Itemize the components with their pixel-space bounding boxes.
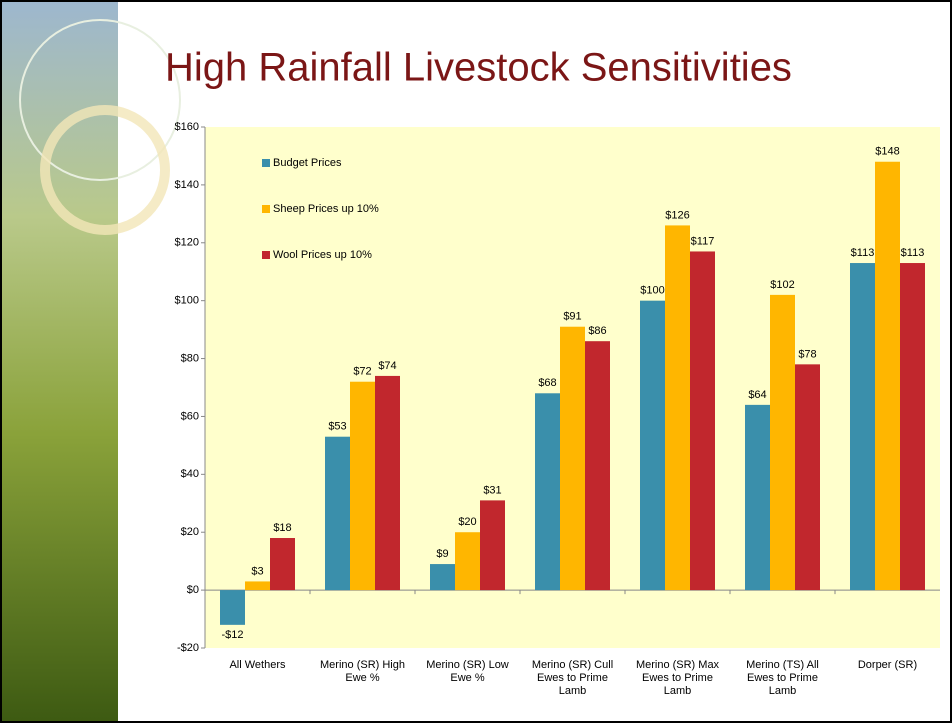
bar: [270, 538, 295, 591]
legend-swatch: [262, 159, 270, 167]
y-tick-label: $120: [175, 237, 199, 249]
y-tick-label: $60: [181, 410, 199, 422]
y-tick-label: $100: [175, 295, 199, 307]
value-label: $64: [748, 389, 766, 401]
value-label: $53: [328, 421, 346, 433]
x-tick-label: Dorper (SR): [857, 659, 918, 671]
legend-label: Wool Prices up 10%: [273, 249, 372, 261]
value-label: $86: [588, 325, 606, 337]
bar: [690, 251, 715, 591]
value-label: $91: [563, 311, 581, 323]
legend-swatch: [262, 205, 270, 213]
value-label: $31: [483, 484, 501, 496]
bar: [585, 341, 610, 591]
value-label: $3: [251, 565, 263, 577]
bar: [560, 326, 585, 591]
decor-strip: [0, 0, 118, 723]
value-label: $100: [640, 285, 664, 297]
y-tick-label: $160: [175, 121, 199, 133]
value-label: $126: [665, 209, 689, 221]
bar: [770, 294, 795, 591]
bar: [375, 375, 400, 591]
value-label: $18: [273, 522, 291, 534]
value-label: $20: [458, 516, 476, 528]
x-tick-label: Merino (SR) Low Ewe %: [426, 659, 509, 684]
x-tick-label: Merino (SR) High Ewe %: [320, 659, 405, 684]
x-tick-label: Merino (SR) Max Ewes to Prime Lamb: [635, 659, 720, 697]
bar: [325, 436, 350, 591]
bar: [535, 393, 560, 591]
y-tick-label: $20: [181, 526, 199, 538]
x-tick-label: All Wethers: [229, 659, 286, 671]
decor-ring: [40, 105, 170, 235]
bar: [245, 581, 270, 591]
bar: [665, 225, 690, 591]
bar: [220, 590, 245, 625]
value-label: $68: [538, 377, 556, 389]
value-label: $113: [901, 247, 925, 259]
bar: [350, 381, 375, 591]
y-tick-label: -$20: [177, 642, 199, 654]
bar: [430, 564, 455, 591]
value-label: $148: [875, 146, 899, 158]
bar: [640, 300, 665, 591]
chart-title: High Rainfall Livestock Sensitivities: [165, 46, 792, 90]
y-tick-label: $140: [175, 179, 199, 191]
legend-swatch: [262, 251, 270, 259]
bar: [745, 404, 770, 591]
legend-label: Budget Prices: [273, 157, 342, 169]
bar: [480, 500, 505, 591]
bar: [850, 263, 875, 591]
value-label: $74: [378, 360, 396, 372]
x-tick-label: Merino (TS) All Ewes to Prime Lamb: [746, 659, 819, 697]
bar: [900, 263, 925, 591]
value-label: -$12: [221, 629, 243, 641]
value-label: $102: [770, 279, 794, 291]
y-tick-label: $0: [187, 584, 199, 596]
decor-ring: [19, 19, 181, 181]
bar: [795, 364, 820, 591]
value-label: $117: [691, 235, 715, 247]
bar: [455, 532, 480, 591]
legend-label: Sheep Prices up 10%: [273, 203, 379, 215]
value-label: $113: [851, 247, 875, 259]
value-label: $78: [798, 348, 816, 360]
x-tick-label: Merino (SR) Cull Ewes to Prime Lamb: [531, 659, 614, 697]
value-label: $72: [353, 366, 371, 378]
bar: [875, 161, 900, 591]
value-label: $9: [436, 548, 448, 560]
y-tick-label: $40: [181, 468, 199, 480]
y-tick-label: $80: [181, 352, 199, 364]
